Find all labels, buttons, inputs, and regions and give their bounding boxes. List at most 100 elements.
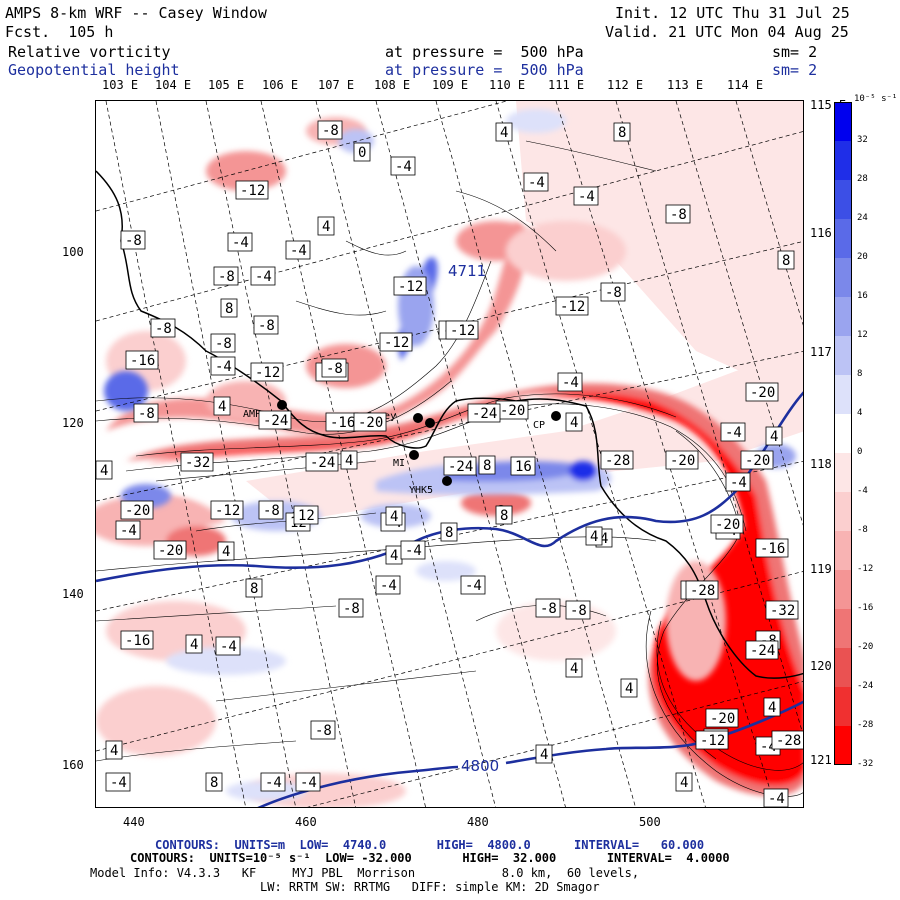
svg-text:-8: -8	[540, 601, 557, 617]
vorticity-label: -4	[115, 520, 141, 540]
colorbar-units: 10⁻⁵ s⁻¹	[854, 94, 898, 104]
vorticity-label: 4	[385, 545, 403, 565]
vorticity-label: -8	[150, 318, 176, 338]
svg-text:-20: -20	[158, 543, 183, 559]
colorbar-tick: 20	[857, 252, 868, 262]
svg-text:8: 8	[500, 508, 508, 524]
vorticity-label: -20	[745, 382, 779, 402]
vorticity-label: 4	[185, 634, 203, 654]
colorbar-block	[834, 453, 852, 492]
lon-label: 114 E	[727, 78, 764, 92]
vorticity-label: -12	[393, 276, 427, 296]
vorticity-label: -24	[745, 640, 779, 660]
colorbar-block	[834, 648, 852, 687]
vorticity-label: -20	[740, 450, 774, 470]
vorticity-label: -24	[467, 403, 501, 423]
vorticity-labels: -80-448-12-4-4-8-8-44-4-8-48-12-8-12-88-…	[96, 120, 803, 807]
svg-text:4: 4	[590, 529, 598, 545]
vorticity-label: 4	[96, 460, 113, 480]
colorbar-tick: 16	[857, 291, 868, 301]
svg-text:-4: -4	[768, 791, 785, 807]
svg-text:4: 4	[218, 399, 226, 415]
vorticity-label: -24	[443, 456, 477, 476]
svg-text:4: 4	[625, 681, 633, 697]
svg-text:-32: -32	[770, 603, 795, 619]
vorticity-label: -8	[565, 600, 591, 620]
vorticity-label: 4	[317, 216, 335, 236]
colorbar-block	[834, 687, 852, 726]
vorticity-label: -16	[325, 412, 359, 432]
vorticity-label: -20	[120, 500, 154, 520]
colorbar-block	[834, 531, 852, 570]
colorbar-tick: -12	[857, 564, 874, 574]
vorticity-label: 4	[585, 526, 603, 546]
vorticity-label: -8	[258, 500, 284, 520]
svg-text:8: 8	[483, 458, 491, 474]
colorbar-block	[834, 726, 852, 765]
station-label: MI	[393, 458, 405, 469]
svg-text:-12: -12	[560, 299, 585, 315]
vorticity-label: -8	[310, 720, 336, 740]
vorticity-label: -12	[379, 332, 413, 352]
svg-text:-20: -20	[715, 517, 740, 533]
vorticity-label: 8	[613, 122, 631, 142]
lon-label: 111 E	[548, 78, 585, 92]
vorticity-label: 0	[353, 142, 371, 162]
lon-label: 112 E	[607, 78, 644, 92]
svg-text:-4: -4	[120, 523, 137, 539]
vorticity-label: -20	[153, 540, 187, 560]
svg-text:-4: -4	[395, 159, 412, 175]
station-label: AMP	[243, 409, 261, 420]
svg-text:-4: -4	[578, 189, 595, 205]
svg-text:4: 4	[322, 219, 330, 235]
colorbar-block	[834, 141, 852, 180]
vorticity-label: -4	[523, 172, 549, 192]
field1-name: Relative vorticity	[8, 43, 171, 61]
vorticity-label: 4	[213, 396, 231, 416]
vorticity-label: 16	[510, 456, 536, 476]
svg-text:4: 4	[390, 548, 398, 564]
svg-text:-8: -8	[155, 321, 172, 337]
colorbar-tick: -16	[857, 603, 874, 613]
field1-level: at pressure = 500 hPa	[385, 43, 584, 61]
colorbar-tick: 8	[857, 369, 863, 379]
svg-text:16: 16	[515, 459, 532, 475]
vorticity-label: 4	[620, 678, 638, 698]
svg-text:-12: -12	[700, 733, 725, 749]
station-marker	[409, 450, 419, 460]
field2-name: Geopotential height	[8, 61, 180, 79]
svg-text:-32: -32	[185, 455, 210, 471]
x-tick: 500	[639, 815, 661, 829]
lon-label: 108 E	[374, 78, 411, 92]
vorticity-label: -4	[573, 186, 599, 206]
vorticity-label: -4	[285, 240, 311, 260]
colorbar-block	[834, 180, 852, 219]
y-tick: 120	[62, 416, 84, 430]
svg-text:-8: -8	[670, 207, 687, 223]
svg-text:-12: -12	[384, 335, 409, 351]
svg-text:8: 8	[210, 775, 218, 791]
x-tick: 440	[123, 815, 145, 829]
geopotential-height-contours	[96, 391, 803, 807]
svg-text:-12: -12	[215, 503, 240, 519]
svg-text:-8: -8	[326, 361, 343, 377]
footer-physics-info: LW: RRTM SW: RRTMG DIFF: simple KM: 2D S…	[260, 880, 600, 894]
vorticity-label: -4	[295, 772, 321, 792]
footer-height-contours: CONTOURS: UNITS=m LOW= 4740.0 HIGH= 4800…	[155, 838, 705, 852]
svg-text:-28: -28	[605, 453, 630, 469]
valid-time: Valid. 21 UTC Mon 04 Aug 25	[605, 23, 849, 41]
svg-text:-8: -8	[322, 123, 339, 139]
svg-text:4: 4	[100, 463, 108, 479]
vorticity-label: -4	[557, 372, 583, 392]
colorbar-block	[834, 570, 852, 609]
vorticity-label: 4	[385, 506, 403, 526]
svg-text:8: 8	[225, 301, 233, 317]
lon-label: 104 E	[155, 78, 192, 92]
station-marker	[442, 476, 452, 486]
vorticity-label: -20	[665, 450, 699, 470]
colorbar-block	[834, 102, 852, 141]
svg-text:-4: -4	[255, 269, 272, 285]
svg-text:-20: -20	[710, 711, 735, 727]
svg-text:-16: -16	[125, 633, 150, 649]
vorticity-label: -24	[305, 452, 339, 472]
